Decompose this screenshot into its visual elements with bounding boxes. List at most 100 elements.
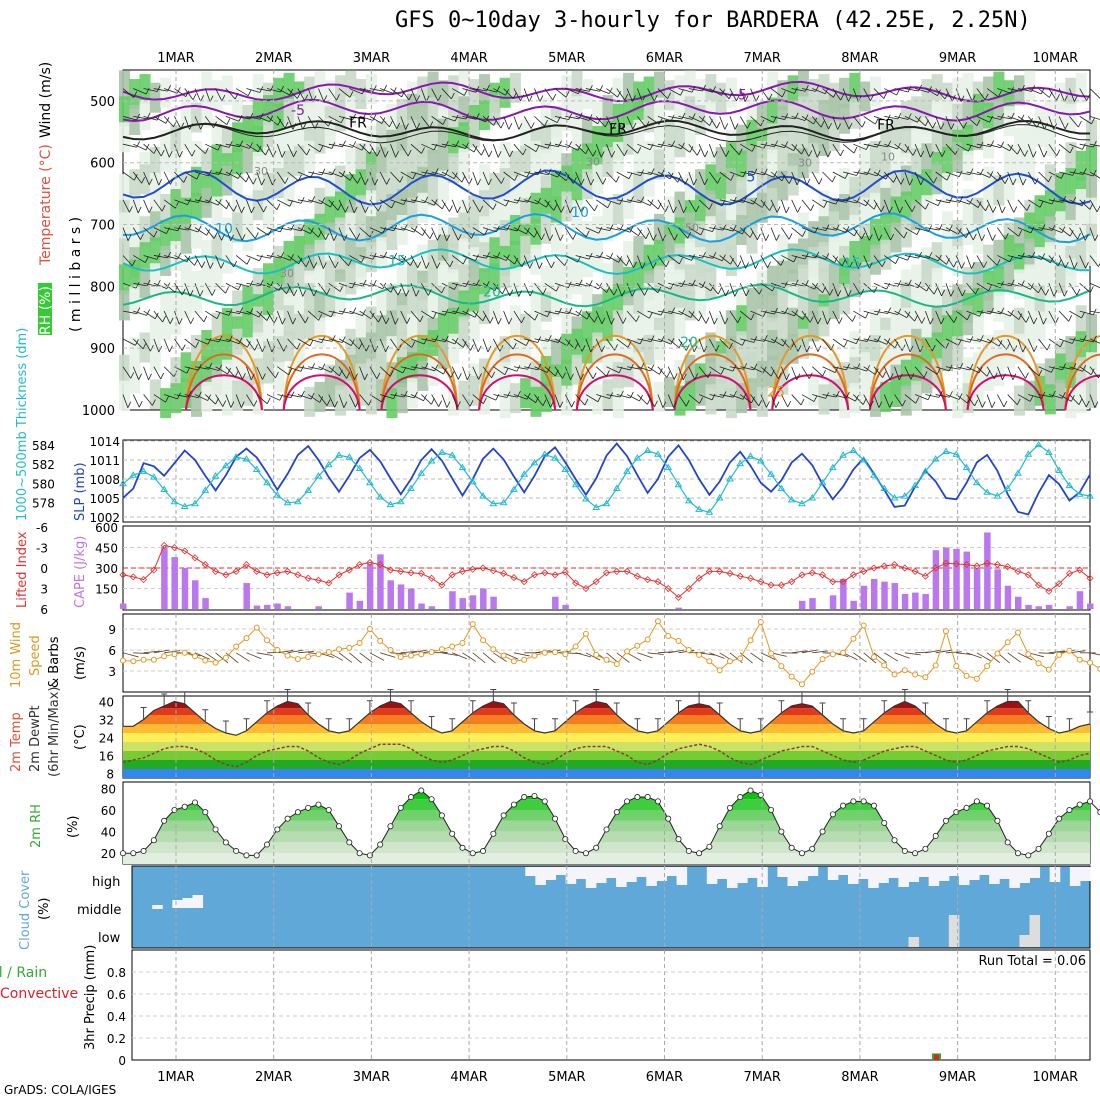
wind-barb-shaft [174,255,188,263]
thickness-point [972,478,981,486]
wind-barb-flag [521,260,526,268]
wind-barb-shaft [781,115,796,120]
wind-barb-flag [601,317,606,325]
wind-barb-shaft [884,115,899,120]
rh-shade-cell [211,170,223,201]
wind-barb-shaft [1048,255,1059,267]
wind-barb-shaft [184,143,193,157]
wind-barb-flag [429,121,434,128]
surface-contour [478,374,557,411]
wind-barb-flag [405,123,409,130]
li-point [798,571,806,579]
rh-shade-cell [777,286,789,317]
wind-barb-flag [175,201,179,209]
wind-barb-shaft [369,310,379,323]
rh-point [675,836,682,843]
wind-barb-shaft [174,227,189,231]
wind-barb-shaft [534,199,547,208]
wind-barb-shaft [1079,366,1092,376]
wind-barb-flag [787,400,792,408]
wind-barb-flag [328,120,332,127]
wind-barb-flag [198,196,202,203]
wind-barb-shaft [667,394,674,408]
thickness-point [993,492,1002,499]
wind-barb-flag [670,114,675,122]
thickness-point [839,451,847,458]
wind-barb-flag [454,337,459,345]
wind-barb-flag [169,345,173,353]
rh-shade-cell [684,70,696,101]
wind-barb-10m [863,652,877,664]
wind-barb-shaft [575,88,590,92]
wind-barb-flag [221,234,225,241]
thickness-point [283,498,292,506]
wind-barb-shaft [801,143,810,157]
rh-shade-cell [612,310,624,341]
surface-contour [478,353,557,411]
rh-shade-cell [448,281,460,312]
rh-shade-cell [684,122,696,153]
wind-barb-flag [280,85,284,93]
wind-barb-flag [898,373,903,381]
rh-shade-cell [839,219,851,250]
rh-shade-cell [705,242,717,273]
rh-shade-cell [1065,336,1077,367]
wind-barb-shaft [565,171,574,184]
surface-contour [282,374,361,411]
temp-tick-label: 16 [99,750,114,764]
wind-barb-flag [971,262,975,269]
thickness-point [633,454,642,461]
wind-barb-flag [364,206,369,213]
high-cloud-cell [928,867,940,886]
rh-shade-cell [931,306,943,337]
wind-barb-shaft [626,227,639,237]
wind-barb-flag [631,290,636,297]
rh-shade-cell [931,126,943,156]
wind-barb-flag [196,172,201,180]
wind-barb-shaft [163,366,175,377]
wind-barb-flag [355,400,359,408]
wind-barb-shaft [266,310,275,324]
wind-barb-shaft [380,88,394,94]
wind-barb-shaft [204,255,211,269]
wind-speed-point [181,649,188,656]
wind-barb-10m [164,650,181,654]
rh-shade-cell [191,192,203,223]
wind-barb-flag [239,307,244,314]
thickness-point [643,446,652,453]
rh-shade-cell [808,143,820,174]
rh-shade-cell [211,260,223,291]
wind-barb-shaft [297,283,304,297]
li-point [201,561,209,569]
rh-point [613,809,620,816]
rh-contour-label: 30 [280,267,294,280]
wind-barb-flag [814,226,819,234]
wind-barb-flag [1045,289,1050,296]
wind-barb-flag [808,150,813,157]
wind-barb-shaft [544,338,559,344]
wind-barb-shaft [636,88,643,102]
wind-barb-shaft [400,310,408,324]
cape-tick-label: 600 [95,521,118,535]
wind-barb-flag [403,198,408,205]
wind-barb-flag [837,290,842,297]
rh-shade-cell [1075,240,1087,271]
cape-tick-label: 150 [95,583,118,597]
wind-barb-shaft [873,310,888,314]
rh-shade-cell [1013,333,1025,364]
wind-barb-shaft [379,366,391,377]
wind-barb-flag [681,142,685,150]
wind-barb-flag [573,177,577,184]
wind-barb-shaft [915,227,929,232]
wind-barb-shaft [1058,283,1065,297]
rh-shade-cell [499,142,511,173]
wind-barb-flag [940,317,945,325]
rh-shade-cell [972,262,984,292]
wind-barb-shaft [390,366,404,374]
wind-barb-flag [302,290,307,297]
temp-band [123,733,1090,742]
wind-barb-shaft [596,88,610,94]
wind-barb-flag [218,168,223,175]
wind-barb-shaft [565,143,579,151]
wind-barb-shaft [626,88,633,102]
